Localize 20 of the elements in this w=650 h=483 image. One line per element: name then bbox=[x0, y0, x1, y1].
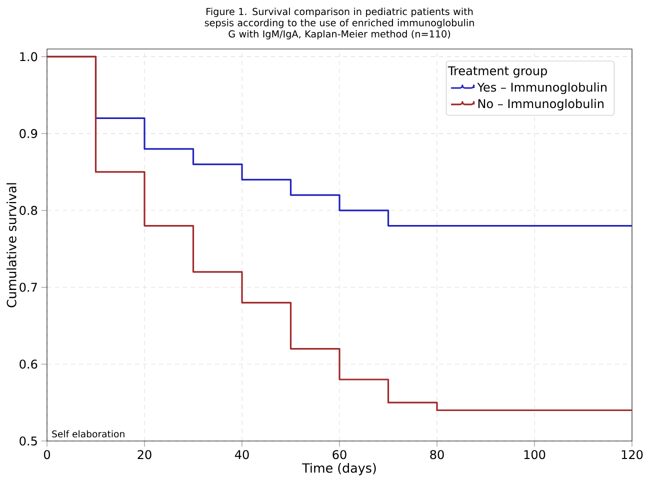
x-tick-label: 60 bbox=[332, 450, 346, 460]
legend-label: No – Immunoglobulin bbox=[478, 98, 604, 110]
x-axis-title: Time (days) bbox=[302, 462, 376, 476]
x-tick-label: 0 bbox=[44, 450, 50, 460]
x-tick-label: 20 bbox=[138, 450, 152, 460]
y-tick-label: 0.6 bbox=[20, 360, 38, 369]
x-tick-label: 100 bbox=[524, 450, 546, 460]
x-tick-label: 80 bbox=[430, 450, 444, 460]
chart-title: Figure 1. Survival comparison in pediatric patients with sepsis according to the use of enriched immunoglobulin G with IgM/IgA, Kaplan-Meier method (n=110) bbox=[204, 8, 474, 40]
y-tick-label: 0.7 bbox=[20, 282, 37, 292]
y-axis-title: Cumulative survival bbox=[6, 183, 16, 308]
legend-label: Yes – Immunoglobulin bbox=[477, 82, 607, 94]
y-tick-label: 0.8 bbox=[20, 206, 38, 215]
legend-title: Treatment group bbox=[448, 66, 547, 78]
x-tick-label: 40 bbox=[234, 450, 249, 460]
y-tick-label: 0.5 bbox=[20, 436, 37, 446]
y-tick-label: 1.0 bbox=[20, 52, 38, 62]
annotation: Self elaboration bbox=[52, 430, 124, 438]
y-tick-label: 0.9 bbox=[20, 129, 38, 138]
x-tick-label: 120 bbox=[622, 450, 643, 460]
